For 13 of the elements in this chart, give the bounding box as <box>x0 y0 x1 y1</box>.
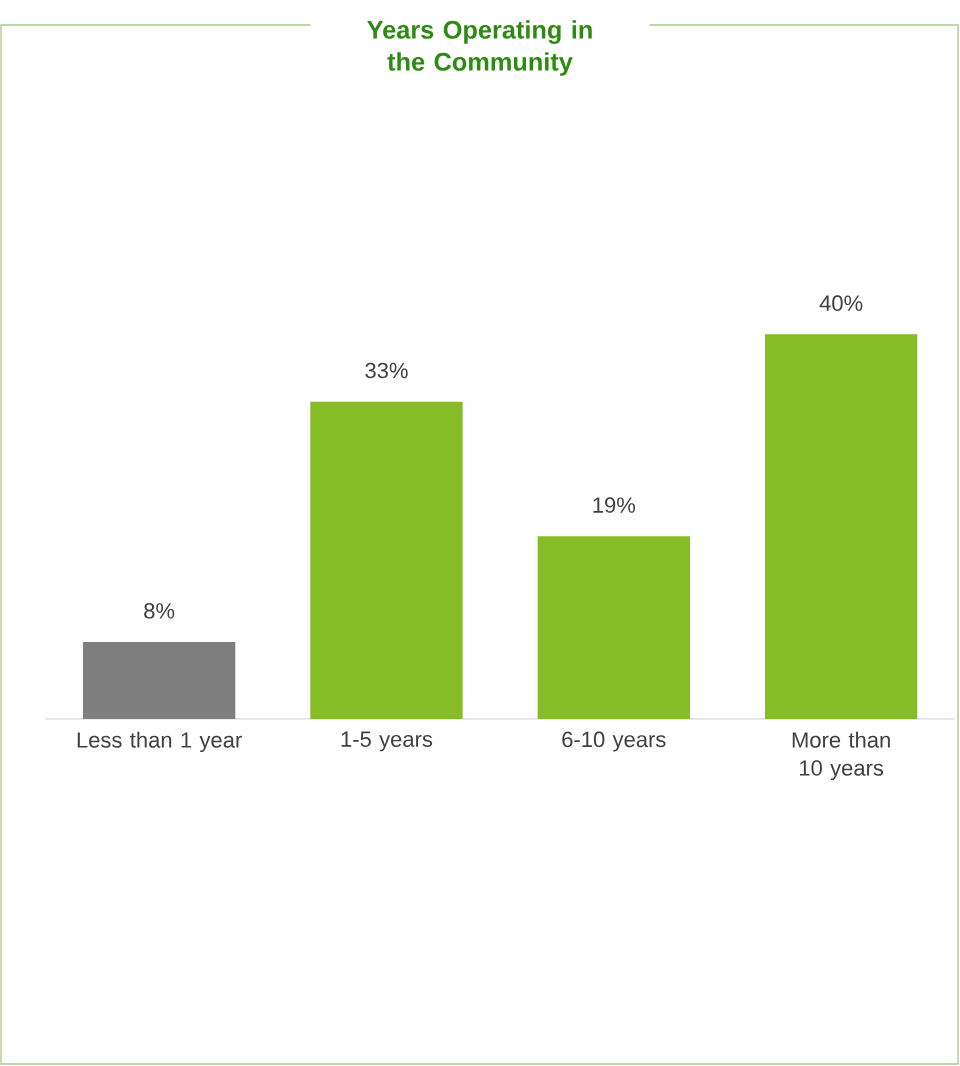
x-tick-label: 6-10 years <box>562 731 666 752</box>
x-tick-label: Less than 1 year <box>77 731 242 753</box>
chart-title: Years Operating in the Community <box>367 20 592 76</box>
x-tick-label: More than 10 years <box>792 731 890 781</box>
data-label: 8% <box>144 603 175 619</box>
bar <box>82 641 236 719</box>
data-label: 33% <box>365 362 408 379</box>
bar <box>310 401 463 719</box>
data-label: 40% <box>819 295 863 311</box>
bar <box>537 536 690 719</box>
bar <box>764 334 918 719</box>
x-tick-label: 1-5 years <box>341 731 433 752</box>
data-label: 19% <box>593 497 636 513</box>
